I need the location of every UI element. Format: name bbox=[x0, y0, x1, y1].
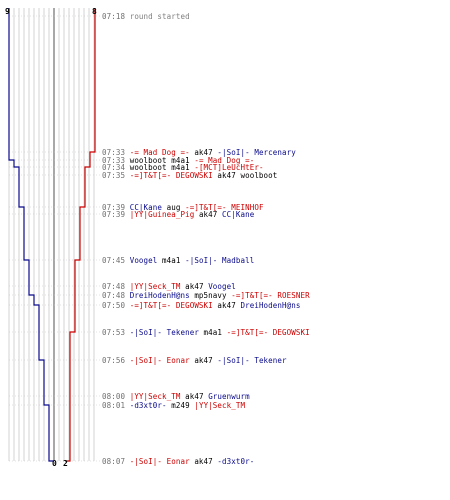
event-time: 07:33 bbox=[102, 156, 130, 165]
kill-event-log: 07:18 round started 07:33 -= Mad Dog =- a… bbox=[102, 0, 450, 500]
event-time: 07:39 bbox=[102, 210, 130, 219]
event-row: 07:34 woolboot m4a1 -[MCT]LeUcHtEr- bbox=[102, 163, 264, 172]
event-text: -|SoI|- Madball bbox=[185, 256, 255, 265]
event-time: 08:01 bbox=[102, 401, 130, 410]
chart-grid bbox=[8, 8, 95, 461]
event-text: aug bbox=[162, 203, 186, 212]
event-text: -|SoI|- Tekener bbox=[129, 328, 199, 337]
event-text: Voogel bbox=[208, 282, 236, 291]
event-text: -=]T&T[=- DEGOWSKI bbox=[129, 301, 213, 310]
event-text: mp5navy bbox=[189, 291, 232, 300]
chart-row-guides bbox=[9, 15, 101, 462]
event-text: -|SoI|- Tekener bbox=[217, 356, 287, 365]
event-text: m4a1 bbox=[198, 328, 227, 337]
blue-start-count: 9 bbox=[5, 7, 10, 16]
event-text: -|SoI|- Mercenary bbox=[217, 148, 296, 157]
player-count-chart bbox=[8, 8, 101, 462]
event-row: 07:33 -= Mad Dog =- ak47 -|SoI|- Mercena… bbox=[102, 148, 296, 157]
event-time: 07:18 bbox=[102, 12, 130, 21]
event-text: -= Mad Dog =- bbox=[129, 148, 190, 157]
event-row: 07:48 |YY|Seck_TM ak47 Voogel bbox=[102, 282, 236, 291]
event-time: 07:50 bbox=[102, 301, 130, 310]
event-row: 07:53 -|SoI|- Tekener m4a1 -=]T&T[=- DEG… bbox=[102, 328, 310, 337]
blue-team-count-line bbox=[8, 8, 54, 462]
red-end-count: 2 bbox=[63, 459, 68, 468]
event-time: 07:48 bbox=[102, 291, 130, 300]
event-text: DreiHodenH@ns bbox=[129, 291, 190, 300]
event-row: 08:01 -d3xt0r- m249 |YY|Seck_TM bbox=[102, 401, 245, 410]
event-text: -d3xt0r- bbox=[129, 401, 167, 410]
event-time: 07:48 bbox=[102, 282, 130, 291]
event-text: woolboot m4a1 bbox=[129, 163, 195, 172]
event-text: -=]T&T[=- DEGOWSKI bbox=[129, 171, 213, 180]
event-text: -|SoI|- Eonar bbox=[129, 457, 190, 466]
event-row: 07:56 -|SoI|- Eonar ak47 -|SoI|- Tekener bbox=[102, 356, 287, 365]
event-text: ak47 bbox=[189, 457, 218, 466]
event-row: 07:33 woolboot m4a1 -= Mad Dog =- bbox=[102, 156, 254, 165]
event-row: 07:50 -=]T&T[=- DEGOWSKI ak47 DreiHodenH… bbox=[102, 301, 300, 310]
event-time: 07:56 bbox=[102, 356, 130, 365]
blue-end-count: 0 bbox=[52, 459, 57, 468]
event-text: Gruenwurm bbox=[208, 392, 250, 401]
event-text: ak47 bbox=[180, 392, 209, 401]
event-row: 07:48 DreiHodenH@ns mp5navy -=]T&T[=- RO… bbox=[102, 291, 310, 300]
event-time: 07:34 bbox=[102, 163, 130, 172]
event-text: -|SoI|- Eonar bbox=[129, 356, 190, 365]
event-text: ak47 bbox=[212, 301, 241, 310]
event-text: -=]T&T[=- ROESNER bbox=[231, 291, 310, 300]
event-text: |YY|Seck_TM bbox=[129, 392, 181, 401]
event-text: ak47 bbox=[194, 210, 223, 219]
event-row: 07:45 Voogel m4a1 -|SoI|- Madball bbox=[102, 256, 254, 265]
event-text: CC|Kane bbox=[222, 210, 255, 219]
event-text: Voogel bbox=[129, 256, 158, 265]
event-text: ak47 woolboot bbox=[212, 171, 278, 180]
event-time: 08:00 bbox=[102, 392, 130, 401]
event-text: -=]T&T[=- MEINHOF bbox=[185, 203, 264, 212]
event-text: -d3xt0r- bbox=[217, 457, 255, 466]
event-text: ak47 bbox=[189, 356, 218, 365]
event-text: ak47 bbox=[180, 282, 209, 291]
event-time: 07:35 bbox=[102, 171, 130, 180]
event-time: 07:33 bbox=[102, 148, 130, 157]
event-time: 07:39 bbox=[102, 203, 130, 212]
event-text: -[MCT]LeUcHtEr- bbox=[194, 163, 264, 172]
event-time: 07:45 bbox=[102, 256, 130, 265]
event-text: |YY|Seck_TM bbox=[194, 401, 246, 410]
event-row: 07:39 CC|Kane aug -=]T&T[=- MEINHOF bbox=[102, 203, 264, 212]
event-text: -= Mad Dog =- bbox=[194, 156, 255, 165]
event-time: 08:07 bbox=[102, 457, 130, 466]
event-text: ak47 bbox=[189, 148, 218, 157]
event-row: 07:18 round started bbox=[102, 12, 190, 21]
event-text: |YY|Seck_TM bbox=[129, 282, 181, 291]
event-text: m4a1 bbox=[157, 256, 186, 265]
event-text: -=]T&T[=- DEGOWSKI bbox=[226, 328, 310, 337]
event-row: 08:07 -|SoI|- Eonar ak47 -d3xt0r- bbox=[102, 457, 254, 466]
event-time: 07:53 bbox=[102, 328, 130, 337]
event-row: 07:39 |YY|Guinea_Pig ak47 CC|Kane bbox=[102, 210, 254, 219]
event-text: CC|Kane bbox=[129, 203, 163, 212]
event-row: 07:35 -=]T&T[=- DEGOWSKI ak47 woolboot bbox=[102, 171, 277, 180]
event-text: m249 bbox=[166, 401, 195, 410]
red-team-count-line bbox=[65, 8, 96, 462]
event-text: |YY|Guinea_Pig bbox=[129, 210, 195, 219]
event-text: woolboot m4a1 bbox=[129, 156, 195, 165]
event-text: DreiHodenH@ns bbox=[240, 301, 301, 310]
event-row: 08:00 |YY|Seck_TM ak47 Gruenwurm bbox=[102, 392, 250, 401]
red-start-count: 8 bbox=[92, 7, 97, 16]
event-text: round started bbox=[129, 12, 190, 21]
